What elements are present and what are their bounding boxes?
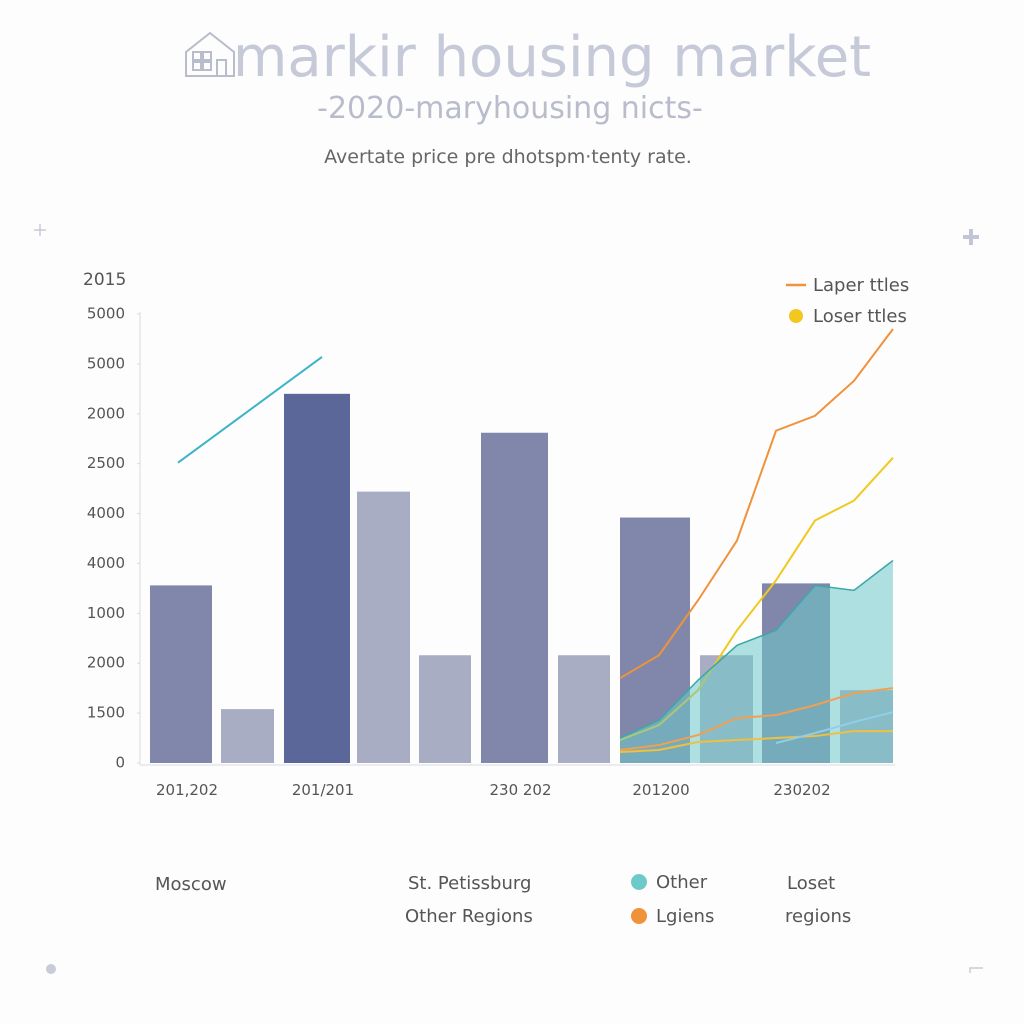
decoration [969, 967, 983, 973]
line [177, 356, 323, 464]
y-tick-label: 2000 [87, 654, 125, 672]
x-tick-label: 201/201 [292, 781, 354, 799]
bar [284, 393, 350, 763]
x-tick-label: 230 202 [489, 781, 551, 799]
legend-label: Other [656, 872, 708, 893]
chart-title: markir housing market [233, 25, 871, 90]
house-icon [185, 31, 235, 77]
line [619, 328, 894, 680]
x-tick-label: 230202 [773, 781, 830, 799]
legend-label: Loset [787, 873, 835, 894]
y-tick-label: 2500 [87, 454, 125, 472]
bar [558, 655, 610, 763]
legend-label: regions [785, 906, 851, 927]
y-axis-label: 2015 [83, 270, 126, 290]
legend-swatch [631, 908, 647, 924]
bar [221, 709, 274, 763]
y-tick-label: 5000 [87, 305, 125, 323]
y-tick-label: 1500 [87, 704, 125, 722]
y-tick-label: 5000 [87, 354, 125, 372]
y-tick-label: 1000 [87, 604, 125, 622]
legend-swatch [631, 874, 647, 890]
x-tick-label: 201,202 [156, 781, 218, 799]
decoration [34, 224, 46, 236]
line [619, 730, 893, 754]
legend-swatch [789, 309, 803, 323]
y-tick-label: 0 [115, 754, 125, 772]
legend-label: Moscow [155, 874, 227, 895]
y-tick-label: 2000 [87, 404, 125, 422]
bar [481, 432, 548, 763]
y-tick-label: 4000 [87, 554, 125, 572]
area-edge [619, 559, 894, 739]
legend-label: Loser ttles [813, 306, 907, 327]
bar [357, 491, 410, 763]
x-tick-label: 201200 [632, 781, 689, 799]
line [775, 711, 894, 745]
legend-label: St. Petissburg [408, 873, 531, 894]
decoration [46, 964, 56, 974]
legend-label: Lgiens [656, 906, 714, 927]
area [620, 560, 893, 763]
bar [150, 585, 212, 763]
legend-label: Laper ttles [813, 275, 909, 296]
chart-subtitle: -2020-maryhousing nicts- [317, 91, 703, 126]
chart-description: Avertate price pre dhotspm·tenty rate. [324, 146, 692, 168]
line [619, 687, 894, 752]
y-tick-label: 4000 [87, 504, 125, 522]
legend-label: Other Regions [405, 906, 533, 927]
decoration [963, 229, 979, 245]
bar [419, 655, 471, 763]
